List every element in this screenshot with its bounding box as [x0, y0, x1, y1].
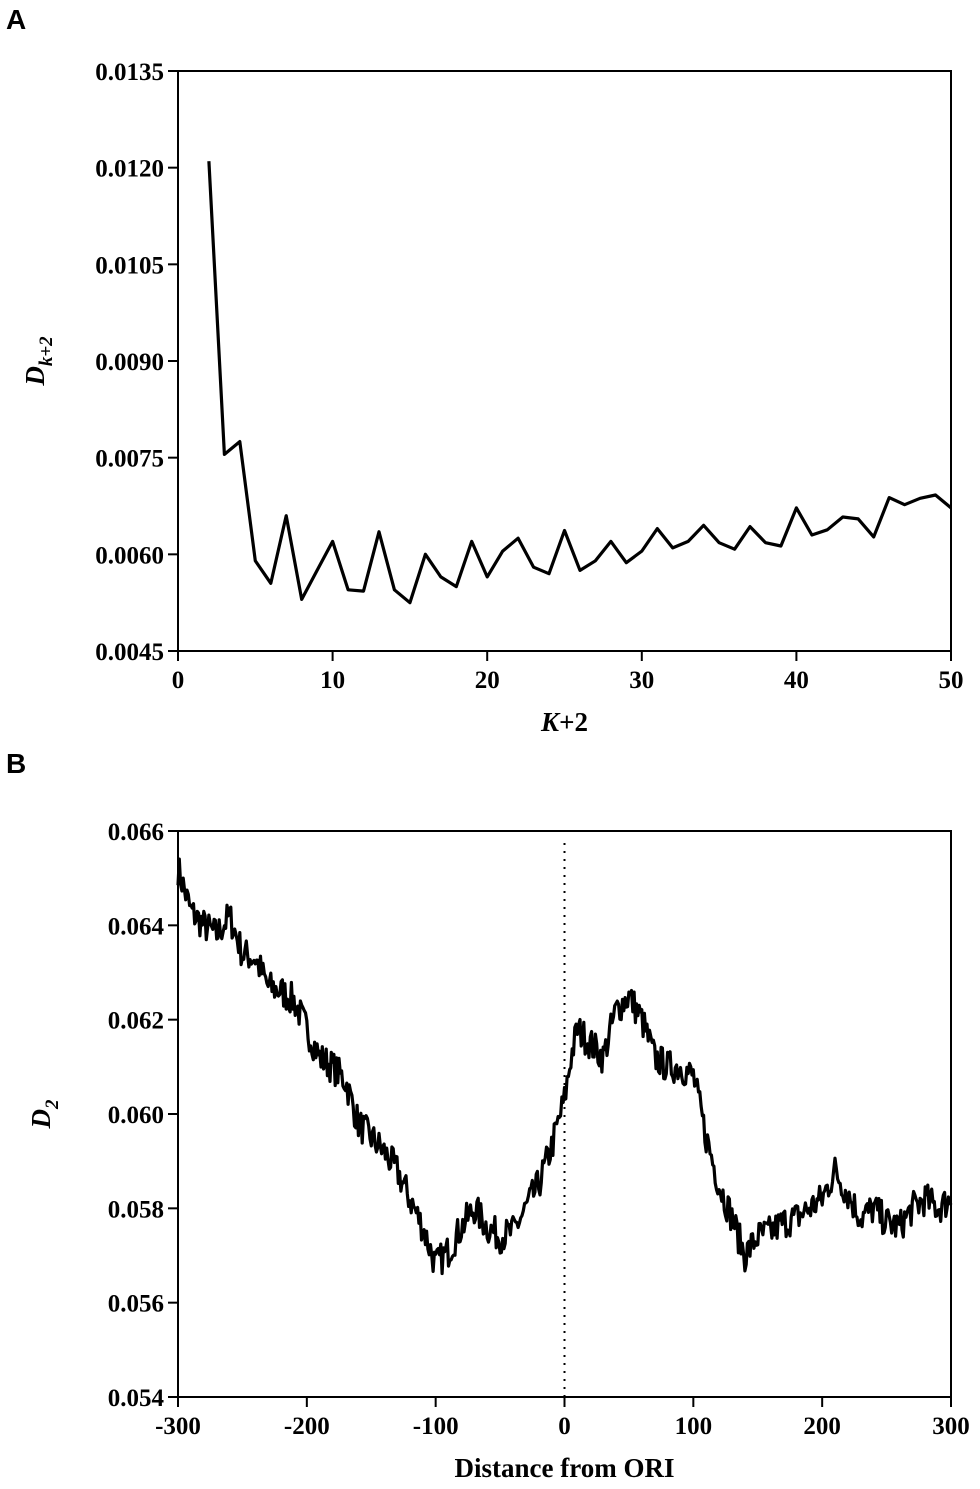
panel-label-b: B [6, 748, 27, 779]
a-y-tick-label: 0.0075 [95, 446, 164, 473]
chart-a-y-label-subscript: k+2 [36, 336, 57, 366]
chart-a-x-label-suffix: +2 [559, 707, 588, 737]
chart-a: 0.0045 0.0060 0.0075 0.0090 0.0105 0.0120 0.01… [20, 59, 964, 737]
chart-b-y-axis-label: D2 [26, 1099, 63, 1130]
chart-b-y-label-main: D [26, 1109, 56, 1130]
chart-b: 0.054 0.056 0.058 0.060 0.062 0.064 0.066 -300… [26, 819, 970, 1483]
b-x-tick-label: -300 [155, 1413, 201, 1440]
a-y-tick-label: 0.0045 [95, 639, 164, 666]
b-x-tick-label: 100 [675, 1413, 713, 1440]
a-x-tick-label: 20 [475, 667, 500, 694]
b-x-tick-label: 200 [803, 1413, 841, 1440]
b-y-tick-label: 0.056 [108, 1291, 164, 1318]
b-y-tick-label: 0.058 [108, 1196, 164, 1223]
b-x-tick-label: 300 [932, 1413, 970, 1440]
chart-a-series-line [207, 161, 953, 605]
b-x-tick-label: -200 [284, 1413, 330, 1440]
a-x-tick-label: 10 [320, 667, 345, 694]
chart-a-x-label-main: K [540, 707, 561, 737]
a-y-tick-label: 0.0120 [95, 156, 164, 183]
b-y-tick-label: 0.066 [108, 819, 164, 846]
chart-a-x-axis-label: K+2 [540, 707, 588, 737]
b-y-tick-label: 0.062 [108, 1008, 164, 1035]
a-x-tick-label: 30 [629, 667, 654, 694]
chart-b-y-label-subscript: 2 [42, 1099, 63, 1110]
a-y-tick-label: 0.0135 [95, 59, 164, 86]
a-y-tick-label: 0.0060 [95, 542, 164, 569]
b-y-tick-label: 0.060 [108, 1102, 164, 1129]
a-y-tick-label: 0.0105 [95, 252, 164, 279]
a-x-tick-label: 50 [939, 667, 964, 694]
chart-a-y-axis: 0.0045 0.0060 0.0075 0.0090 0.0105 0.0120 0.01… [95, 59, 178, 666]
chart-a-y-label-main: D [20, 366, 50, 387]
chart-b-series-line [176, 857, 953, 1276]
b-x-tick-label: -100 [413, 1413, 459, 1440]
chart-b-x-axis: -300 -200 -100 0 100 200 300 [155, 1397, 970, 1440]
chart-b-x-axis-label: Distance from ORI [455, 1453, 675, 1483]
panel-label-a: A [6, 4, 27, 35]
chart-a-x-axis: 0 10 20 30 40 50 [172, 651, 964, 694]
chart-a-y-axis-label: Dk+2 [20, 336, 57, 387]
a-x-tick-label: 40 [784, 667, 809, 694]
chart-b-y-axis: 0.054 0.056 0.058 0.060 0.062 0.064 0.066 [108, 819, 178, 1412]
a-x-tick-label: 0 [172, 667, 185, 694]
b-x-tick-label: 0 [558, 1413, 571, 1440]
b-y-tick-label: 0.054 [108, 1385, 165, 1412]
a-y-tick-label: 0.0090 [95, 349, 164, 376]
b-y-tick-label: 0.064 [108, 913, 165, 940]
